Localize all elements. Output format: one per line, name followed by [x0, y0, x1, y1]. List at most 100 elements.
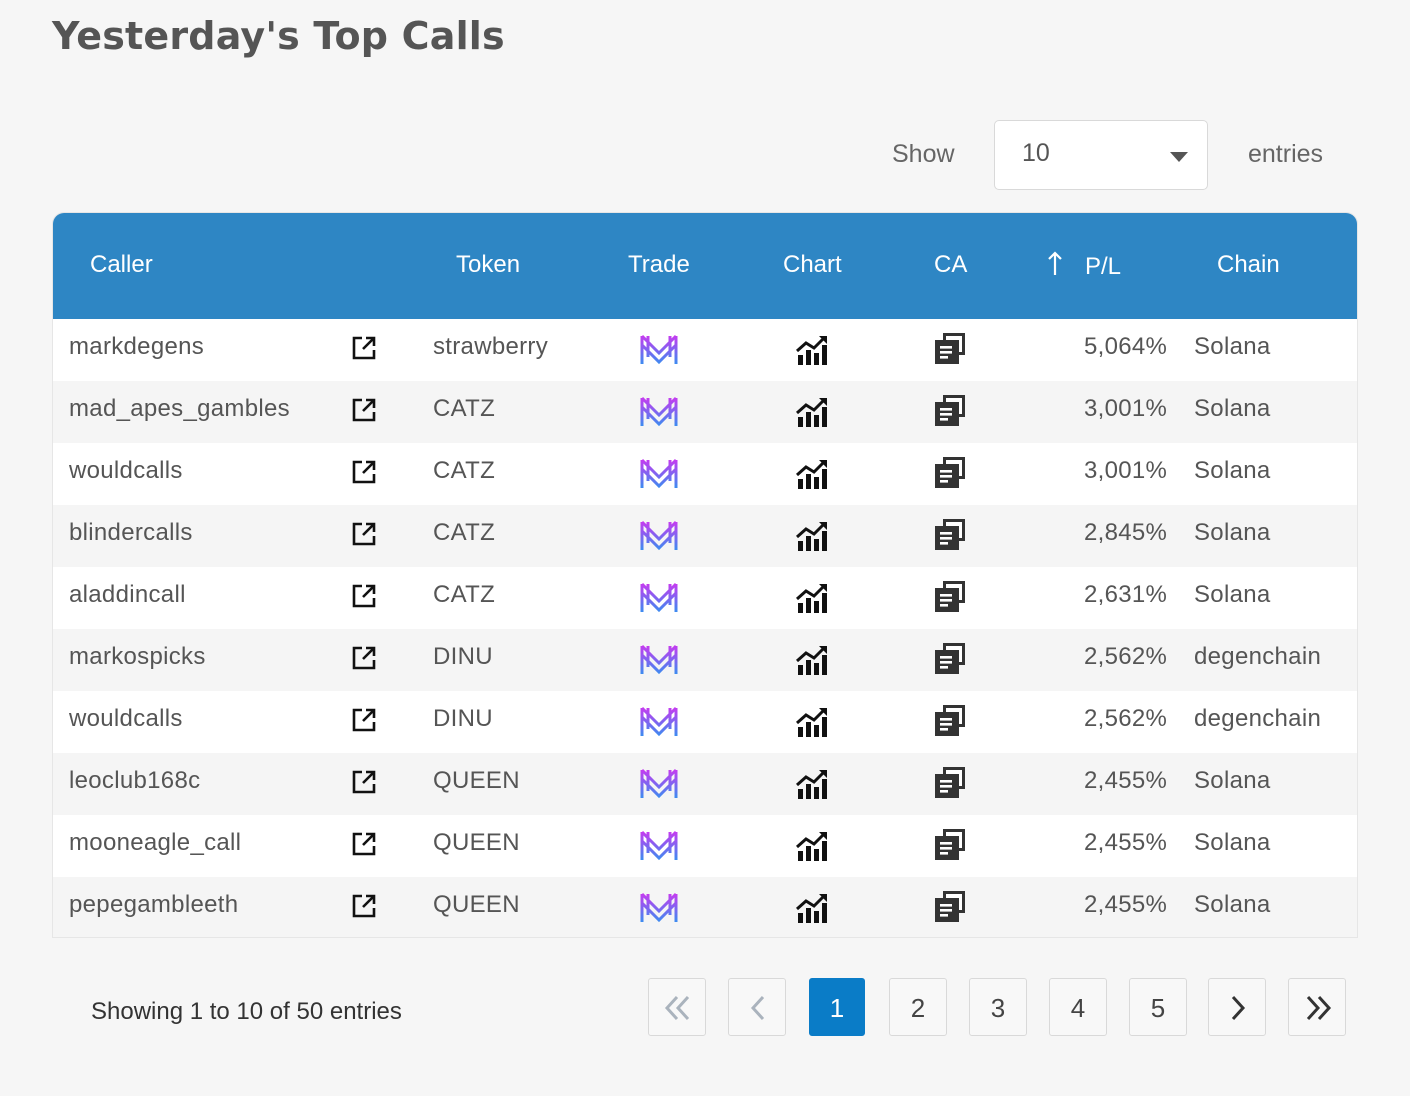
- pl-value: 2,455%: [1084, 767, 1168, 794]
- caller-name: aladdincall: [69, 581, 186, 608]
- trade-logo-icon[interactable]: [639, 393, 679, 436]
- entries-per-page-select[interactable]: 10: [994, 120, 1208, 190]
- table-row: blindercalls CATZ 2,845% Solana: [53, 505, 1357, 567]
- table-row: wouldcalls DINU 2,562% degenchain: [53, 691, 1357, 753]
- chevron-down-icon: [1170, 152, 1188, 162]
- chart-icon[interactable]: [795, 457, 829, 496]
- caller-name: markospicks: [69, 643, 206, 670]
- chain-name: Solana: [1194, 395, 1271, 422]
- column-header-ca[interactable]: CA: [934, 251, 968, 278]
- chart-icon[interactable]: [795, 581, 829, 620]
- copy-icon[interactable]: [933, 889, 967, 928]
- table-row: mooneagle_call QUEEN 2,455% Solana: [53, 815, 1357, 877]
- trade-logo-icon[interactable]: [639, 331, 679, 374]
- table-header: Caller Token Trade Chart CA P/L Chain: [53, 213, 1357, 319]
- chart-icon[interactable]: [795, 829, 829, 868]
- trade-logo-icon[interactable]: [639, 455, 679, 498]
- chart-icon[interactable]: [795, 395, 829, 434]
- table-row: leoclub168c QUEEN 2,455% Solana: [53, 753, 1357, 815]
- sort-ascending-icon[interactable]: [1047, 251, 1063, 277]
- pl-value: 2,562%: [1084, 643, 1168, 670]
- trade-logo-icon[interactable]: [639, 517, 679, 560]
- chart-icon[interactable]: [795, 891, 829, 930]
- chain-name: Solana: [1194, 581, 1271, 608]
- page-button-3[interactable]: 3: [969, 978, 1027, 1036]
- chain-name: degenchain: [1194, 643, 1322, 670]
- copy-icon[interactable]: [933, 331, 967, 370]
- chart-icon[interactable]: [795, 767, 829, 806]
- caller-name: markdegens: [69, 333, 205, 360]
- trade-logo-icon[interactable]: [639, 889, 679, 932]
- trade-logo-icon[interactable]: [639, 765, 679, 808]
- chart-icon[interactable]: [795, 519, 829, 558]
- token-name: QUEEN: [433, 829, 520, 856]
- page-button-2[interactable]: 2: [889, 978, 947, 1036]
- copy-icon[interactable]: [933, 455, 967, 494]
- table-row: markospicks DINU 2,562% degenchain: [53, 629, 1357, 691]
- next-page-icon: [1231, 995, 1246, 1021]
- column-header-trade[interactable]: Trade: [628, 251, 690, 278]
- external-link-icon[interactable]: [351, 893, 377, 924]
- page-button-4[interactable]: 4: [1049, 978, 1107, 1036]
- chain-name: Solana: [1194, 829, 1271, 856]
- column-header-token[interactable]: Token: [456, 251, 521, 278]
- external-link-icon[interactable]: [351, 707, 377, 738]
- next-page-button[interactable]: [1208, 978, 1266, 1036]
- table-row: aladdincall CATZ 2,631% Solana: [53, 567, 1357, 629]
- caller-name: wouldcalls: [69, 705, 183, 732]
- pl-value: 3,001%: [1084, 395, 1168, 422]
- pl-value: 5,064%: [1084, 333, 1168, 360]
- top-calls-table: Caller Token Trade Chart CA P/L Chain ma…: [52, 212, 1358, 938]
- external-link-icon[interactable]: [351, 769, 377, 800]
- copy-icon[interactable]: [933, 579, 967, 618]
- previous-page-button[interactable]: [728, 978, 786, 1036]
- page-button-5[interactable]: 5: [1129, 978, 1187, 1036]
- show-label: Show: [892, 140, 955, 168]
- chart-icon[interactable]: [795, 333, 829, 372]
- trade-logo-icon[interactable]: [639, 579, 679, 622]
- copy-icon[interactable]: [933, 517, 967, 556]
- external-link-icon[interactable]: [351, 831, 377, 862]
- external-link-icon[interactable]: [351, 521, 377, 552]
- chart-icon[interactable]: [795, 643, 829, 682]
- external-link-icon[interactable]: [351, 459, 377, 490]
- token-name: CATZ: [433, 581, 496, 608]
- external-link-icon[interactable]: [351, 645, 377, 676]
- pl-value: 2,455%: [1084, 829, 1168, 856]
- first-page-icon: [664, 995, 690, 1021]
- copy-icon[interactable]: [933, 393, 967, 432]
- copy-icon[interactable]: [933, 641, 967, 680]
- token-name: CATZ: [433, 457, 496, 484]
- column-header-pl[interactable]: P/L: [1085, 253, 1122, 280]
- pl-value: 2,845%: [1084, 519, 1168, 546]
- token-name: QUEEN: [433, 767, 520, 794]
- external-link-icon[interactable]: [351, 397, 377, 428]
- external-link-icon[interactable]: [351, 583, 377, 614]
- entries-per-page-value: 10: [1022, 139, 1050, 167]
- pl-value: 2,455%: [1084, 891, 1168, 918]
- external-link-icon[interactable]: [351, 335, 377, 366]
- copy-icon[interactable]: [933, 827, 967, 866]
- column-header-caller[interactable]: Caller: [90, 251, 153, 278]
- chart-icon[interactable]: [795, 705, 829, 744]
- chain-name: Solana: [1194, 333, 1271, 360]
- last-page-icon: [1306, 995, 1332, 1021]
- pl-value: 2,562%: [1084, 705, 1168, 732]
- first-page-button[interactable]: [648, 978, 706, 1036]
- chain-name: Solana: [1194, 519, 1271, 546]
- trade-logo-icon[interactable]: [639, 641, 679, 684]
- page-button-1[interactable]: 1: [809, 978, 865, 1036]
- caller-name: leoclub168c: [69, 767, 201, 794]
- previous-page-icon: [750, 995, 765, 1021]
- trade-logo-icon[interactable]: [639, 827, 679, 870]
- column-header-chart[interactable]: Chart: [783, 251, 842, 278]
- token-name: QUEEN: [433, 891, 520, 918]
- entries-label: entries: [1248, 140, 1324, 168]
- copy-icon[interactable]: [933, 765, 967, 804]
- caller-name: pepegambleeth: [69, 891, 239, 918]
- length-menu: Show 10 entries: [0, 120, 1410, 192]
- last-page-button[interactable]: [1288, 978, 1346, 1036]
- trade-logo-icon[interactable]: [639, 703, 679, 746]
- column-header-chain[interactable]: Chain: [1217, 251, 1280, 278]
- copy-icon[interactable]: [933, 703, 967, 742]
